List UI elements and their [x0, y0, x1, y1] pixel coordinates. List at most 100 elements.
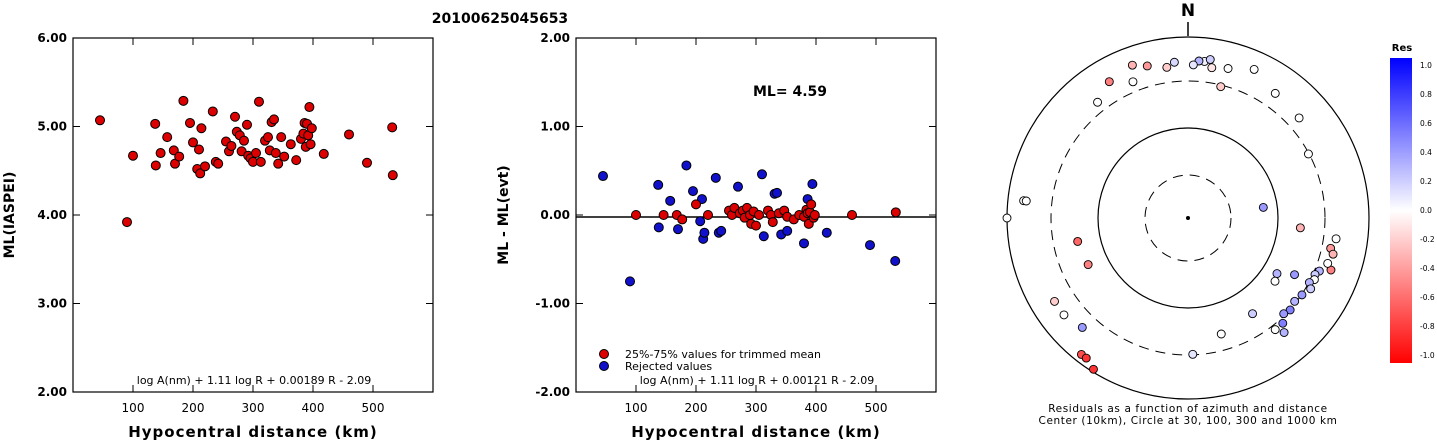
- polar-station: [1270, 88, 1280, 98]
- chart1-point: [239, 135, 249, 146]
- chart2-trimmed-point: [754, 210, 764, 220]
- figure-title: 20100625045653: [432, 11, 568, 27]
- circle-300km: [1050, 80, 1326, 356]
- chart2-trimmed-point: [806, 199, 817, 210]
- polar-caption-1: Residuals as a function of azimuth and d…: [1048, 403, 1328, 415]
- chart2-rejected-point: [625, 276, 635, 287]
- polar-station: [1089, 364, 1098, 374]
- circle-100km: [1097, 127, 1279, 309]
- polar-station: [1188, 60, 1198, 70]
- chart1-point: [194, 144, 204, 155]
- chart1-point: [255, 156, 266, 167]
- chart1-point: [362, 157, 372, 168]
- chart1-point: [254, 96, 264, 107]
- chart2-trimmed-point: [703, 210, 713, 220]
- chart1-ytick-label: 2.00: [37, 385, 67, 399]
- colorbar-tick-label: 0.4: [1420, 148, 1432, 157]
- legend-trimmed-label: 25%-75% values for trimmed mean: [625, 348, 821, 361]
- colorbar-tick-label: 0.6: [1420, 119, 1432, 128]
- chart2-annotation: ML= 4.59: [753, 84, 827, 100]
- polar-station: [1050, 296, 1059, 306]
- chart2-rejected-point: [695, 216, 706, 227]
- polar-station: [1073, 237, 1083, 246]
- chart2-rejected-point: [673, 224, 683, 235]
- polar-points: [1002, 55, 1341, 374]
- polar-station: [1188, 349, 1198, 359]
- chart2-xtick-label: 500: [865, 401, 888, 415]
- chart2-ytick-label: -1.00: [535, 297, 570, 311]
- chart1-point: [185, 117, 195, 128]
- chart1-point: [155, 148, 166, 159]
- chart1-point: [200, 161, 210, 172]
- chart2-trimmed-point: [847, 210, 857, 220]
- polar-station: [1162, 62, 1172, 72]
- chart1-point: [251, 148, 261, 159]
- chart1-point: [291, 155, 302, 166]
- chart1-point: [318, 148, 329, 159]
- chart1-point: [150, 118, 161, 129]
- polar-station: [1081, 353, 1091, 363]
- polar-station: [1104, 77, 1114, 87]
- polar-station: [1290, 270, 1299, 280]
- chart2-rejected-point: [653, 222, 664, 233]
- chart2-rejected-point: [699, 227, 710, 238]
- chart2-rejected-point: [710, 172, 721, 183]
- polar-station: [1270, 276, 1280, 286]
- polar-station: [1279, 328, 1289, 337]
- chart2-rejected-point: [716, 225, 727, 236]
- chart2-rejected-point: [688, 186, 698, 197]
- chart1-point: [276, 132, 287, 143]
- chart2-trimmed-point: [767, 217, 778, 228]
- legend-rejected-label: Rejected values: [625, 360, 712, 373]
- chart2-trimmed-point: [658, 210, 669, 220]
- chart2-points: [598, 160, 901, 287]
- polar-station: [1002, 213, 1012, 223]
- colorbar-tick-label: -0.8: [1420, 322, 1435, 331]
- chart1-point: [387, 122, 398, 133]
- polar-station: [1248, 309, 1257, 319]
- chart2-rejected-point: [782, 225, 793, 236]
- polar-station: [1270, 325, 1280, 335]
- chart1-point: [150, 160, 161, 171]
- polar-station: [1059, 310, 1069, 320]
- chart2-rejected-point: [772, 187, 782, 198]
- chart2-rejected-point: [807, 179, 818, 190]
- polar-station: [1249, 64, 1259, 74]
- chart2-xtick-label: 400: [805, 401, 828, 415]
- colorbar-gradient: [1390, 58, 1412, 363]
- chart1-xtick-label: 400: [302, 401, 325, 415]
- chart1-point: [207, 106, 218, 117]
- chart1-ylabel: ML(IASPEI): [2, 172, 18, 259]
- chart2-rejected-point: [733, 181, 743, 192]
- chart2-xtick-label: 100: [625, 401, 648, 415]
- polar-station: [1279, 309, 1289, 319]
- polar-station: [1205, 55, 1215, 64]
- polar-station: [1169, 57, 1179, 67]
- colorbar-tick-label: 0.8: [1420, 90, 1432, 99]
- polar-station: [1216, 82, 1226, 92]
- polar-station: [1272, 269, 1282, 279]
- polar-station: [1328, 249, 1338, 259]
- chart2-rejected-point: [598, 171, 608, 182]
- polar-station: [1306, 284, 1316, 294]
- chart1-point: [188, 137, 198, 148]
- chart1-ytick-label: 5.00: [37, 120, 67, 134]
- chart1-xtick-label: 500: [362, 401, 385, 415]
- polar-station: [1258, 202, 1268, 212]
- chart2-legend: 25%-75% values for trimmed mean Rejected…: [599, 348, 821, 373]
- chart2-ylabel: ML - ML(evt): [496, 165, 512, 264]
- chart2-ytick-label: 0.00: [540, 208, 570, 222]
- polar-station: [1077, 322, 1087, 332]
- chart1-xtick-label: 200: [182, 401, 205, 415]
- chart2-rejected-point: [758, 231, 769, 242]
- colorbar-tick-label: -0.2: [1420, 235, 1435, 244]
- residual-colorbar: Res 1.0 0.8 0.6 0.4 0.2 0.0 -0.2 -0.4 -0.6 -0.8 -1…: [1390, 43, 1435, 363]
- chart1-point: [279, 151, 290, 162]
- chart2-trimmed-point: [809, 210, 820, 220]
- polar-station: [1142, 61, 1152, 71]
- polar-station: [1294, 113, 1304, 123]
- chart2-rejected-point: [653, 179, 664, 190]
- polar-station: [1021, 196, 1031, 206]
- chart1-xlabel: Hypocentral distance (km): [128, 423, 378, 441]
